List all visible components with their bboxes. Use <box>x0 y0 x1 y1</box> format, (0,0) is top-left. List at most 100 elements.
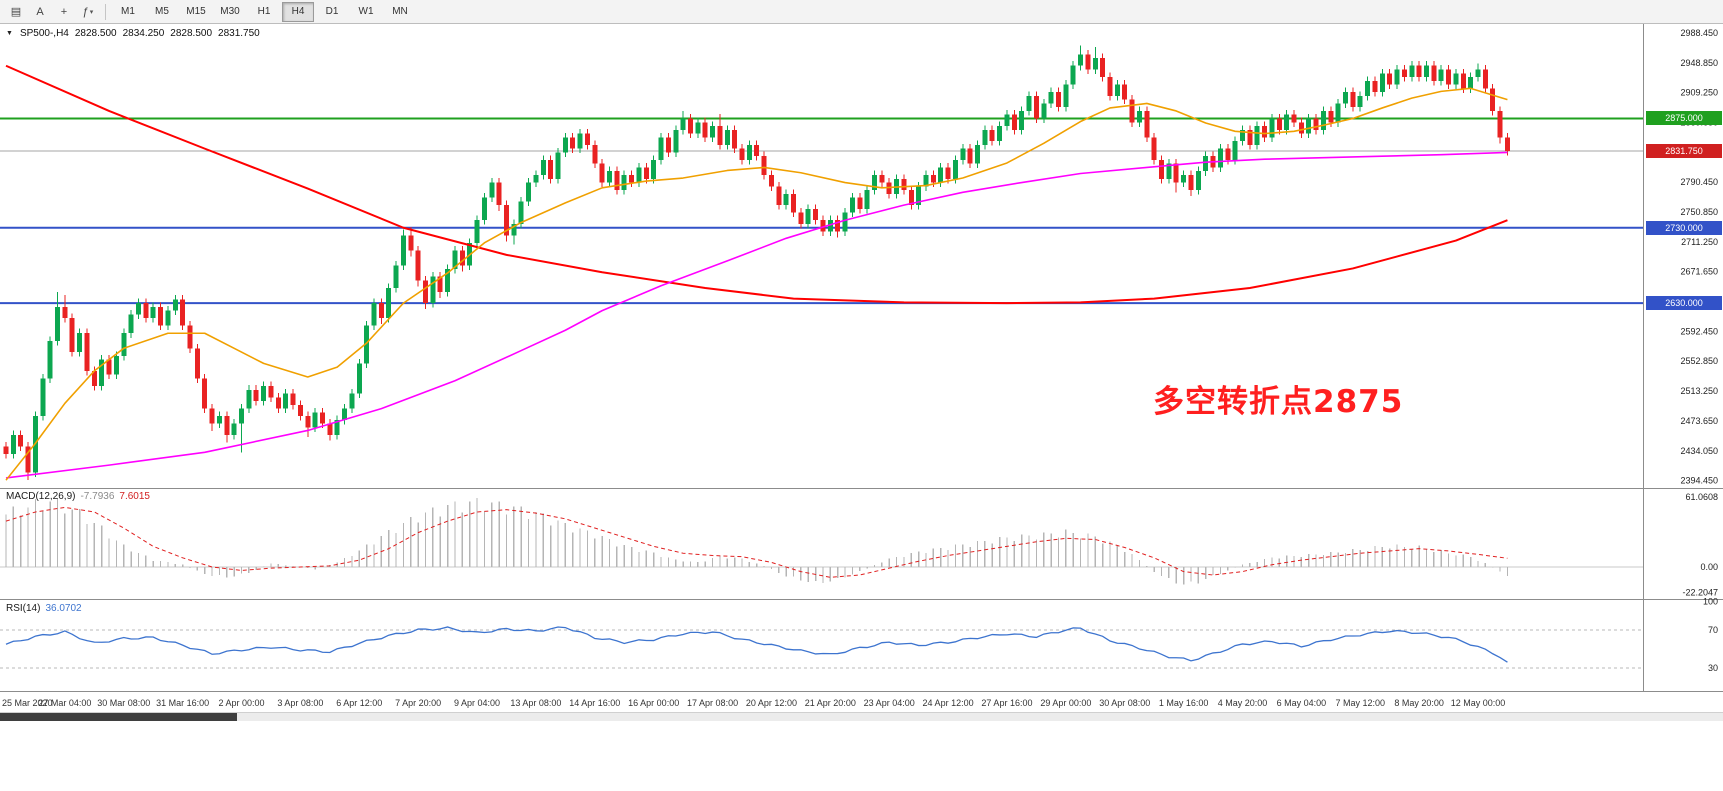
timeframe-button-MN[interactable]: MN <box>392 6 408 17</box>
candle-body <box>1026 95 1032 111</box>
candle-body <box>960 148 966 160</box>
timeframe-button-D1[interactable]: D1 <box>325 6 339 17</box>
candle-body <box>607 171 613 183</box>
timeframe-button-H1[interactable]: H1 <box>257 6 271 17</box>
candle-body <box>952 159 958 179</box>
candle-body <box>1446 69 1452 85</box>
candle-body <box>305 416 311 428</box>
candle-body <box>415 250 421 281</box>
candle-body <box>511 223 517 236</box>
timeframe-button-M15[interactable]: M15 <box>186 6 206 17</box>
candle-body <box>99 359 105 386</box>
scrollbar-handle[interactable] <box>0 713 237 721</box>
candle-body <box>908 190 914 206</box>
candle-body <box>1070 65 1076 85</box>
candle-body <box>842 212 848 232</box>
candle-body <box>540 159 546 176</box>
candle-body <box>1423 65 1429 78</box>
timeframe-button-W1[interactable]: W1 <box>358 6 374 17</box>
candle-body <box>1217 148 1223 168</box>
candle-body <box>967 148 973 164</box>
candle-body <box>209 408 215 424</box>
candle-body <box>864 190 870 209</box>
symbol-collapse-icon[interactable]: ▼ <box>6 30 13 37</box>
candle-body <box>3 446 9 454</box>
candle-body <box>18 434 24 447</box>
candle-body <box>1129 99 1135 123</box>
candle-body <box>10 434 16 454</box>
candle-body <box>1343 92 1349 104</box>
time-axis-label: 12 May 00:00 <box>1451 698 1506 708</box>
candle-body <box>1468 77 1474 89</box>
price-tick-label: 2988.450 <box>1680 28 1718 38</box>
toolbar: ▤ A + ƒ ▾ M1 M5 M15 M30 H1 H4 D1 W1 MN <box>0 0 1723 24</box>
time-axis-label: 17 Apr 08:00 <box>687 698 738 708</box>
time-axis-label: 20 Apr 12:00 <box>746 698 797 708</box>
candle-body <box>1078 54 1084 66</box>
candle-body <box>982 129 988 145</box>
candle-body <box>1416 65 1422 78</box>
candle-body <box>518 201 524 224</box>
candle-body <box>430 276 436 304</box>
candle-body <box>1482 69 1488 89</box>
candle-body <box>1122 84 1128 100</box>
candle-body <box>1350 92 1356 108</box>
time-axis-label: 7 Apr 20:00 <box>395 698 441 708</box>
candle-body <box>77 333 83 353</box>
candle-body <box>312 412 318 428</box>
candle-body <box>1291 114 1297 123</box>
ohlc-open: 2828.500 <box>74 28 117 39</box>
candle-body <box>1033 95 1039 119</box>
candle-body <box>150 306 156 319</box>
candle-body <box>761 156 767 176</box>
candle-body <box>393 265 399 289</box>
candle-body <box>562 137 568 153</box>
macd-signal-line <box>5 506 1508 578</box>
candle-body <box>901 178 907 191</box>
candle-body <box>724 129 730 145</box>
candle-body <box>84 333 90 371</box>
rsi-title: RSI(14) <box>6 603 41 614</box>
candle-body <box>820 220 826 232</box>
candle-body <box>106 359 112 375</box>
candle-body <box>165 310 171 326</box>
candle-body <box>835 220 841 232</box>
horizontal-scrollbar[interactable] <box>0 712 1723 721</box>
chart-panels-icon[interactable]: ▤ <box>10 6 22 18</box>
candle-body <box>651 159 657 179</box>
indicators-icon[interactable]: ƒ ▾ <box>82 5 94 18</box>
candle-body <box>746 144 752 160</box>
time-axis-label: 7 May 12:00 <box>1335 698 1385 708</box>
time-axis-label: 21 Apr 20:00 <box>805 698 856 708</box>
price-tick-label: 2711.250 <box>1681 237 1718 247</box>
time-axis-label: 31 Mar 16:00 <box>156 698 209 708</box>
candle-body <box>408 235 414 251</box>
price-tick-label: 2948.850 <box>1680 58 1718 68</box>
candle-body <box>1335 103 1341 123</box>
timeframe-button-M30[interactable]: M30 <box>220 6 240 17</box>
candle-body <box>1136 110 1142 123</box>
candle-body <box>989 129 995 142</box>
candle-body <box>577 133 583 149</box>
candle-body <box>378 303 384 319</box>
rsi-axis-label: 70 <box>1708 625 1718 635</box>
timeframe-button-M1[interactable]: M1 <box>121 6 135 17</box>
timeframe-button-M5[interactable]: M5 <box>155 6 169 17</box>
time-axis-label: 2 Apr 00:00 <box>218 698 264 708</box>
rsi-axis-label: 30 <box>1708 663 1718 673</box>
macd-histogram <box>5 497 1509 585</box>
candle-body <box>526 182 532 202</box>
candle-body <box>975 144 981 164</box>
annotation-text-icon[interactable]: A <box>36 5 44 18</box>
timeframe-button-H4[interactable]: H4 <box>282 1 314 22</box>
crosshair-icon[interactable]: + <box>60 5 68 18</box>
candle-body <box>1166 163 1172 179</box>
price-level-badge-2875.000: 2875.000 <box>1646 111 1722 126</box>
candle-body <box>570 137 576 149</box>
candle-body <box>1306 118 1312 134</box>
candle-body <box>400 235 406 266</box>
candle-body <box>1100 58 1106 78</box>
candle-body <box>658 137 664 160</box>
candle-body <box>349 393 355 409</box>
